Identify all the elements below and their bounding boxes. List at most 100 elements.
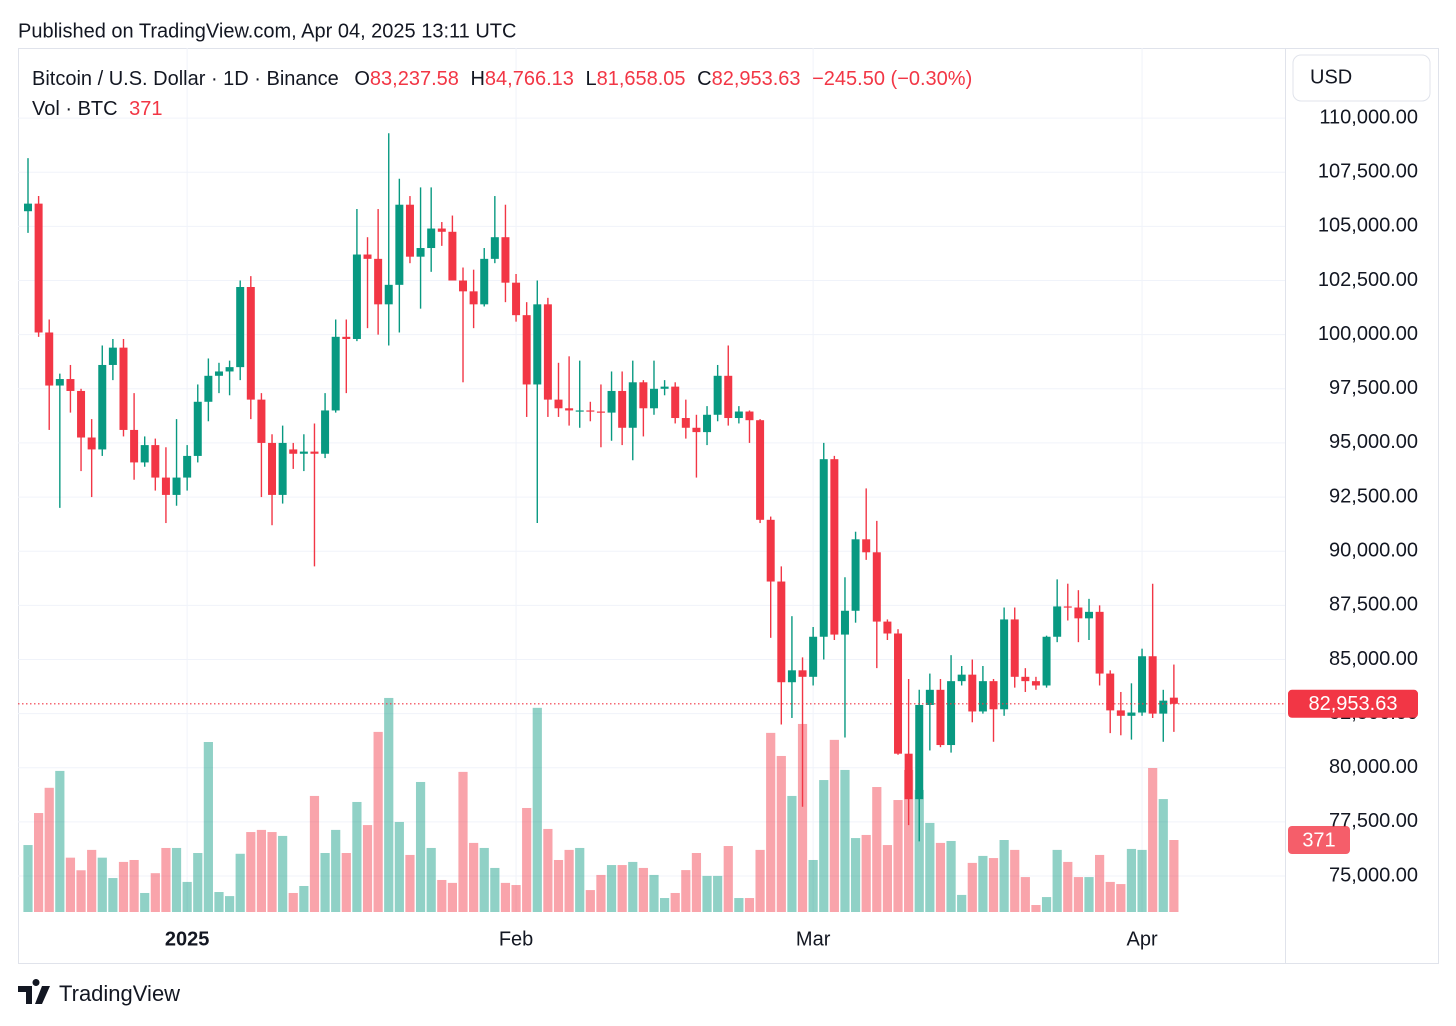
y-tick-label: 87,500.00 bbox=[1329, 594, 1418, 616]
volume-bar bbox=[320, 853, 330, 912]
legend-line: Bitcoin / U.S. Dollar · 1D · Binance O83… bbox=[32, 68, 972, 90]
y-tick-label: 85,000.00 bbox=[1329, 648, 1418, 670]
y-tick-label: 100,000.00 bbox=[1318, 323, 1418, 345]
candle-body bbox=[140, 445, 149, 463]
volume-bar bbox=[87, 849, 97, 912]
currency-label[interactable]: USD bbox=[1310, 66, 1352, 88]
candle-body bbox=[904, 753, 913, 800]
candle-body bbox=[1116, 710, 1125, 716]
volume-bar bbox=[129, 859, 139, 912]
candle-body bbox=[639, 382, 648, 409]
ohlc-value: 81,658.05 bbox=[597, 68, 686, 90]
volume-bar bbox=[840, 769, 850, 912]
candle-body bbox=[978, 681, 987, 712]
volume-bar bbox=[691, 853, 702, 912]
candle-body bbox=[575, 410, 584, 412]
candle-body bbox=[130, 429, 139, 463]
candle-body bbox=[745, 411, 754, 421]
y-tick-label: 90,000.00 bbox=[1329, 539, 1418, 561]
candle-body bbox=[1148, 656, 1157, 714]
volume-bar bbox=[585, 890, 595, 912]
candle-body bbox=[98, 364, 107, 450]
volume-bar bbox=[755, 849, 765, 912]
volume-bar bbox=[34, 813, 44, 912]
candle-body bbox=[565, 408, 574, 411]
y-tick-label: 75,000.00 bbox=[1329, 864, 1418, 886]
volume-bar bbox=[575, 847, 585, 912]
volume-bar bbox=[171, 847, 182, 912]
candle-body bbox=[427, 228, 436, 249]
candle-body bbox=[66, 379, 75, 391]
candle-body bbox=[204, 375, 213, 402]
candle-body bbox=[1021, 676, 1030, 682]
candle-body bbox=[522, 315, 531, 385]
volume-bar bbox=[606, 865, 617, 912]
candle-body bbox=[649, 388, 658, 409]
volume-bar bbox=[1063, 861, 1073, 912]
candle-body bbox=[512, 282, 521, 316]
volume-bar bbox=[660, 898, 670, 912]
candle-body bbox=[830, 459, 839, 635]
candle-body bbox=[395, 204, 404, 285]
y-tick-label: 77,500.00 bbox=[1329, 810, 1418, 832]
last-volume-badge bbox=[1288, 826, 1350, 855]
volume-bar bbox=[1084, 877, 1094, 912]
candle-body bbox=[225, 367, 234, 372]
candle-body bbox=[596, 411, 605, 413]
volume-bar bbox=[1020, 877, 1030, 912]
volume-bar bbox=[214, 892, 224, 912]
volume-bar bbox=[405, 854, 415, 912]
candle-body bbox=[628, 382, 637, 428]
candle-body bbox=[108, 347, 117, 365]
volume-bar bbox=[511, 885, 521, 912]
volume-legend: Vol · BTC 371 bbox=[32, 98, 163, 120]
volume-bar bbox=[776, 755, 786, 912]
y-tick-label: 92,500.00 bbox=[1329, 485, 1418, 507]
candle-body bbox=[331, 336, 340, 411]
candle-body bbox=[681, 418, 690, 428]
y-tick-label: 80,000.00 bbox=[1329, 756, 1418, 778]
ohlc-letter: O bbox=[354, 68, 370, 90]
volume-bar bbox=[893, 800, 903, 912]
candle-body bbox=[618, 390, 627, 428]
candle-body bbox=[437, 228, 446, 232]
volume-bar bbox=[681, 870, 691, 912]
candle-body bbox=[214, 371, 223, 376]
candle-body bbox=[819, 459, 828, 637]
candle-body bbox=[448, 231, 457, 281]
candle-body bbox=[342, 336, 351, 339]
candle-body bbox=[915, 704, 924, 800]
currency-button[interactable] bbox=[1292, 54, 1431, 102]
candle-body bbox=[798, 670, 807, 677]
candle-body bbox=[586, 410, 595, 412]
volume-bar bbox=[1158, 799, 1168, 912]
candle-body bbox=[1138, 656, 1147, 713]
volume-bar bbox=[65, 857, 76, 912]
volume-bar bbox=[808, 859, 818, 912]
volume-bar bbox=[1169, 840, 1179, 912]
candle-body bbox=[299, 451, 308, 454]
volume-bar bbox=[161, 847, 171, 912]
candle-body bbox=[607, 390, 616, 413]
candle-body bbox=[1095, 611, 1104, 674]
candle-body bbox=[703, 414, 712, 433]
volume-bar bbox=[415, 781, 426, 912]
candle-body bbox=[374, 258, 383, 305]
volume-bar bbox=[819, 780, 829, 912]
candle-body bbox=[87, 437, 96, 450]
candle-body bbox=[936, 689, 945, 746]
last-price-label: 82,953.63 bbox=[1309, 693, 1398, 715]
volume-bar bbox=[490, 867, 500, 912]
volume-bar bbox=[553, 859, 564, 912]
candle-body bbox=[777, 581, 786, 683]
volume-bar bbox=[44, 787, 54, 912]
volume-bar bbox=[97, 857, 107, 912]
y-tick-label: 105,000.00 bbox=[1318, 215, 1418, 237]
symbol-title: Bitcoin / U.S. Dollar · 1D · Binance bbox=[32, 68, 339, 90]
candle-body bbox=[257, 399, 266, 443]
ohlc-value: 83,237.58 bbox=[370, 68, 459, 90]
volume-bar bbox=[1052, 849, 1062, 912]
volume-value: 371 bbox=[129, 98, 162, 120]
candle-body bbox=[968, 674, 977, 712]
